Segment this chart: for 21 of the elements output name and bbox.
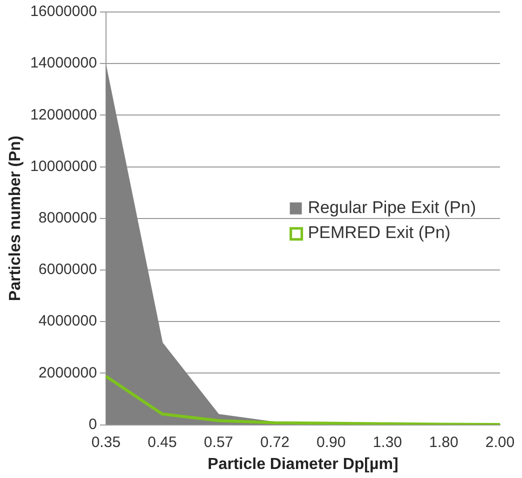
x-tick-label: 2.00 bbox=[485, 434, 515, 451]
y-tick-label: 14000000 bbox=[30, 54, 97, 72]
y-tick-label: 0 bbox=[88, 416, 97, 433]
y-tick-label: 8000000 bbox=[38, 210, 97, 227]
x-tick-label: 0.45 bbox=[148, 434, 177, 451]
y-axis-title: Particles number (Pn) bbox=[7, 136, 24, 302]
y-tick-label: 16000000 bbox=[30, 3, 97, 20]
x-tick-label: 1.30 bbox=[372, 434, 402, 451]
x-tick-label: 1.80 bbox=[429, 434, 458, 451]
x-tick-label: 0.72 bbox=[260, 434, 290, 451]
x-tick-label: 0.57 bbox=[204, 434, 234, 451]
y-tick-label: 4000000 bbox=[38, 312, 97, 330]
y-tick-label: 2000000 bbox=[38, 364, 97, 382]
y-tick-label: 10000000 bbox=[30, 158, 97, 175]
x-tick-label: 0.35 bbox=[91, 434, 121, 451]
x-tick-label: 0.90 bbox=[316, 434, 346, 451]
legend-label: Regular Pipe Exit (Pn) bbox=[308, 198, 476, 218]
y-tick-label: 12000000 bbox=[30, 106, 97, 124]
legend-label: PEMRED Exit (Pn) bbox=[308, 223, 450, 242]
x-axis-title: Particle Diameter Dp[µm] bbox=[208, 456, 398, 473]
y-tick-label: 6000000 bbox=[38, 261, 97, 278]
